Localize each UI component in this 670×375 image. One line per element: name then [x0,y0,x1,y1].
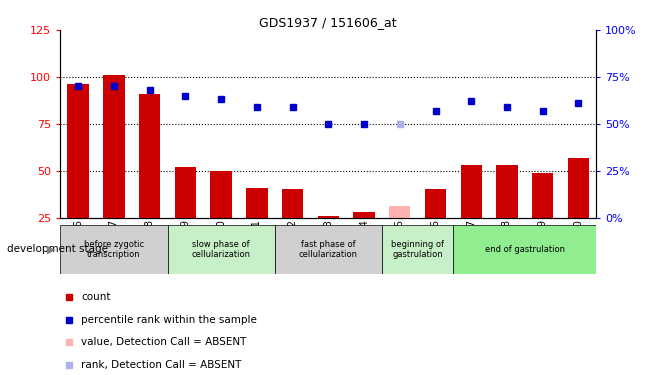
Bar [103,75,125,217]
Text: beginning of
gastrulation: beginning of gastrulation [391,240,444,259]
Bar [139,94,160,218]
Text: before zygotic
transcription: before zygotic transcription [84,240,144,259]
Text: ▶: ▶ [47,244,56,254]
Bar [168,225,275,274]
Bar [567,158,589,218]
Text: fast phase of
cellularization: fast phase of cellularization [299,240,358,259]
Bar [353,212,375,217]
Bar [496,165,518,218]
Bar [68,84,89,218]
Bar [389,206,411,218]
Bar [382,225,454,274]
Text: percentile rank within the sample: percentile rank within the sample [81,315,257,325]
Text: development stage: development stage [7,244,108,254]
Text: value, Detection Call = ABSENT: value, Detection Call = ABSENT [81,338,247,348]
Bar [60,225,168,274]
Text: count: count [81,292,111,303]
Bar [275,225,382,274]
Bar [210,171,232,217]
Bar [246,188,267,218]
Bar [282,189,304,217]
Bar [460,165,482,218]
Bar [454,225,596,274]
Text: slow phase of
cellularization: slow phase of cellularization [192,240,251,259]
Text: end of gastrulation: end of gastrulation [485,245,565,254]
Bar [532,172,553,217]
Bar [425,189,446,217]
Bar [318,216,339,217]
Bar [175,167,196,218]
Text: rank, Detection Call = ABSENT: rank, Detection Call = ABSENT [81,360,241,370]
Title: GDS1937 / 151606_at: GDS1937 / 151606_at [259,16,397,29]
